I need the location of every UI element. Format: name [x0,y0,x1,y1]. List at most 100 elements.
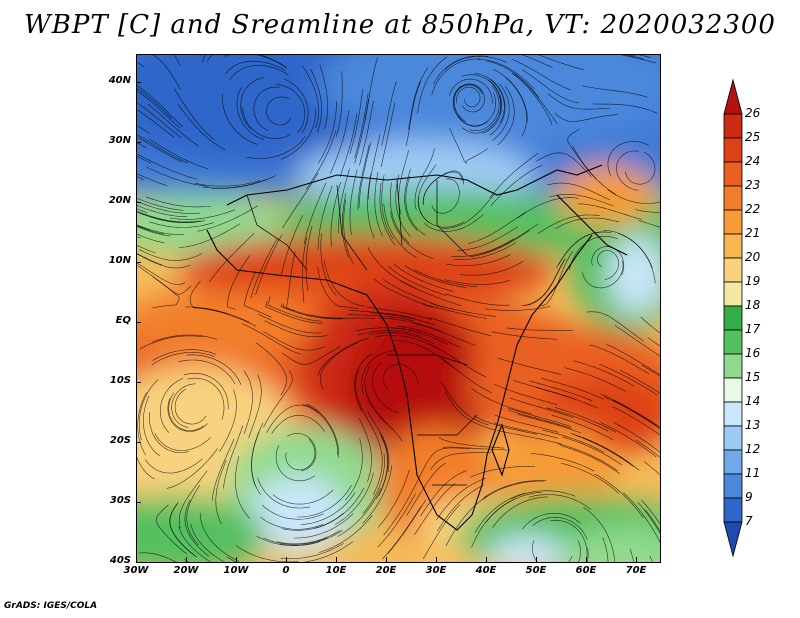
streamline [367,246,418,290]
streamline [349,89,363,154]
streamline [248,374,262,439]
streamline [494,384,558,406]
streamline [275,445,316,482]
streamline [635,439,660,458]
streamline [469,85,500,132]
streamline [186,485,200,546]
streamline [582,85,648,98]
coastlines [206,164,628,531]
lon-tick [486,557,487,562]
streamlines [137,55,660,562]
lat-tick [136,82,141,83]
streamline [413,483,456,536]
streamline [320,233,337,296]
streamline [183,373,229,410]
lon-label: 30W [123,565,149,576]
streamline [257,477,311,509]
colorbar-swatch [723,281,743,307]
streamline [471,498,515,548]
streamline [236,86,265,140]
streamline [152,349,217,361]
streamline [555,217,620,229]
streamline [306,403,339,458]
streamline [376,335,440,351]
colorbar-level-label: 23 [745,178,761,192]
streamline [577,203,642,220]
streamline [587,547,589,562]
streamline [643,461,660,476]
streamline [383,279,444,308]
streamline [619,369,660,394]
streamline [267,296,323,322]
streamline [317,185,333,250]
streamline [262,504,324,520]
streamline [449,127,489,164]
streamline [490,164,543,206]
streamline [364,365,387,425]
streamline [224,55,288,69]
streamline [442,446,509,451]
streamline [422,504,461,560]
streamline [381,175,394,239]
streamline [638,55,652,58]
streamline [354,353,373,412]
streamline [382,364,419,390]
streamline [482,480,545,501]
colorbar-level-label: 19 [745,274,761,288]
streamline [430,452,491,470]
streamline [240,77,264,130]
lon-label: 20W [173,565,199,576]
streamline [453,83,484,122]
streamline [362,453,385,514]
streamline [433,55,489,85]
streamline [303,182,327,245]
streamline [413,323,476,346]
streamline [137,125,150,134]
streamline [137,225,164,235]
streamline [335,71,343,137]
colorbar-swatch [723,497,743,523]
streamline [202,178,268,189]
streamline [367,307,432,320]
streamline [604,396,660,430]
streamline [372,361,399,413]
colorbar-swatch [723,473,743,499]
streamline [521,69,579,104]
streamline [474,73,505,124]
streamline [377,493,416,548]
streamline [531,453,595,472]
streamline [537,214,600,234]
streamline [349,169,358,235]
streamline [305,130,336,190]
streamline [151,352,215,366]
streamline [359,100,374,166]
streamline [484,306,551,311]
streamline [342,192,349,258]
streamline [281,346,341,365]
streamline [317,337,370,376]
streamline [641,364,660,377]
streamline [137,85,183,128]
streamline [137,226,171,237]
streamline [263,331,325,351]
streamline [194,180,261,187]
streamline [542,429,605,453]
lon-tick [286,557,287,562]
streamline [473,415,537,435]
streamline [219,389,237,452]
streamline [178,470,208,529]
streamline [431,58,481,96]
streamline [547,182,610,201]
lat-tick [136,142,141,143]
streamline [225,60,286,75]
streamline [497,85,515,146]
streamline [149,139,209,170]
streamline [492,331,558,340]
streamline [572,145,617,195]
streamline [243,271,272,318]
streamline [617,232,656,284]
lon-tick [186,557,187,562]
streamline [378,432,389,496]
streamline [174,388,207,425]
streamline [575,435,634,467]
